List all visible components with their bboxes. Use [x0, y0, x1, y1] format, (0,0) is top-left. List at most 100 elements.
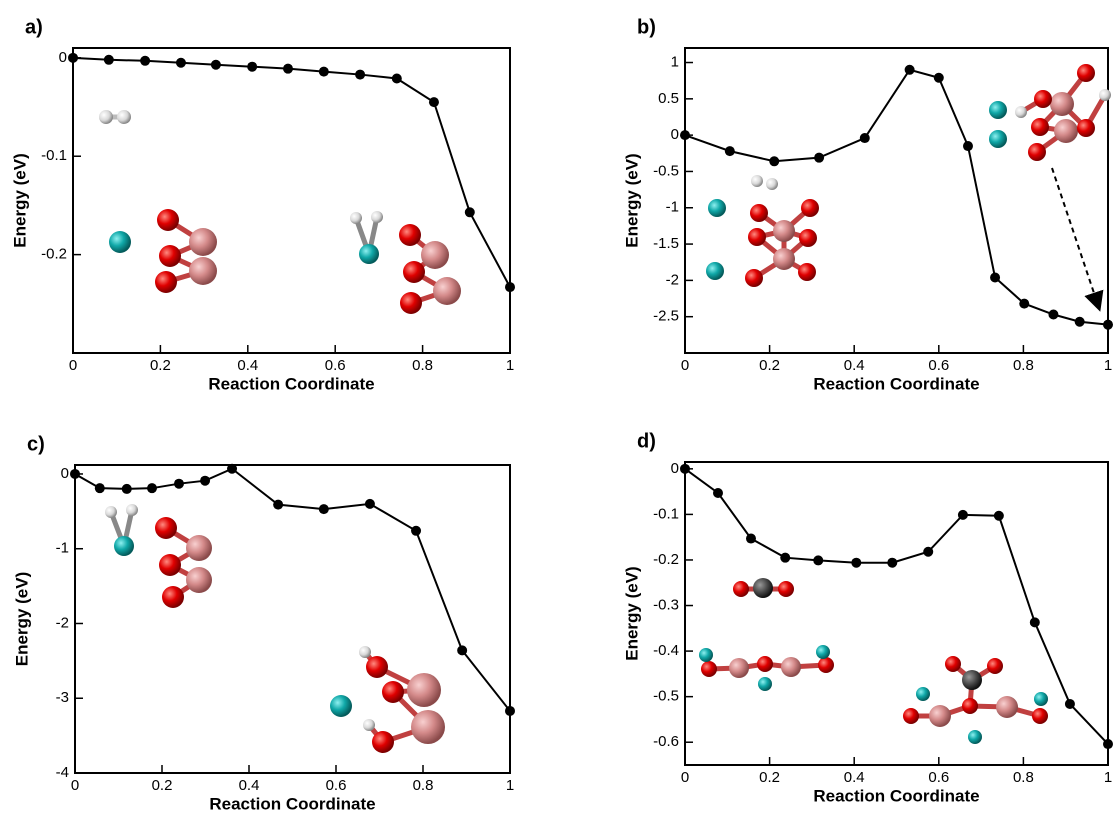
- panel-label: c): [27, 433, 45, 455]
- y-axis-label: Energy (eV): [12, 572, 31, 666]
- energy-point: [428, 97, 439, 108]
- x-tick-label: 0.8: [1013, 769, 1034, 786]
- x-axis-label: Reaction Coordinate: [813, 786, 979, 805]
- energy-point: [1048, 309, 1059, 320]
- energy-point: [990, 272, 1001, 283]
- energy-point: [993, 510, 1004, 521]
- y-tick-label: -0.1: [41, 147, 67, 164]
- y-tick-label: -1.5: [653, 235, 679, 252]
- energy-point: [814, 152, 825, 163]
- y-tick-label: -0.6: [653, 733, 679, 750]
- x-tick-label: 0.2: [759, 769, 780, 786]
- y-tick-label: -0.4: [653, 642, 679, 659]
- x-axis-label: Reaction Coordinate: [209, 794, 375, 813]
- x-tick-label: 0.2: [152, 777, 173, 794]
- x-tick-label: 1: [1104, 357, 1112, 374]
- x-tick-label: 0.8: [1013, 357, 1034, 374]
- x-tick-label: 0: [71, 777, 79, 794]
- energy-point: [457, 645, 468, 656]
- energy-point: [175, 57, 186, 68]
- x-tick-label: 0.4: [237, 357, 258, 374]
- energy-point: [121, 483, 132, 494]
- y-tick-label: -0.2: [653, 551, 679, 568]
- plot-frame: [684, 461, 1109, 766]
- y-tick-label: -1: [666, 199, 679, 216]
- energy-point: [769, 156, 780, 167]
- y-tick-label: -0.2: [41, 246, 67, 263]
- y-tick-label: -2: [666, 271, 679, 288]
- energy-point: [68, 52, 78, 63]
- panel-label: a): [25, 16, 43, 38]
- energy-point: [273, 499, 284, 510]
- y-tick-label: -0.3: [653, 596, 679, 613]
- energy-point: [1019, 298, 1030, 309]
- y-tick-label: -2: [56, 614, 69, 631]
- plots: 0 0.2 0.4 0.6 0.8 1 0 -0.1 -0.2 Reaction Coordina…: [10, 16, 1113, 813]
- energy-point: [364, 498, 375, 509]
- energy-point: [1074, 316, 1085, 327]
- energy-point: [923, 546, 934, 557]
- x-tick-label: 0: [681, 357, 689, 374]
- energy-point: [70, 468, 80, 479]
- plot-frame: [72, 47, 511, 354]
- energy-point: [227, 463, 238, 474]
- x-tick-label: 0.4: [844, 769, 865, 786]
- plot-frame: [684, 47, 1109, 354]
- energy-point: [851, 557, 862, 568]
- molecule-illustrations: [99, 64, 1111, 753]
- energy-point: [505, 282, 515, 293]
- y-tick-label: -0.1: [653, 505, 679, 522]
- x-tick-label: 0.6: [325, 357, 346, 374]
- energy-line: [74, 467, 511, 712]
- energy-point: [355, 69, 366, 80]
- plot-frame: [74, 464, 511, 774]
- energy-point: [318, 66, 329, 77]
- y-tick-label: -0.5: [653, 688, 679, 705]
- y-axis-label: Energy (eV): [10, 153, 29, 247]
- energy-point: [94, 483, 105, 494]
- x-tick-label: 0.2: [759, 357, 780, 374]
- energy-point: [813, 555, 824, 566]
- energy-point: [505, 705, 515, 716]
- y-tick-label: 0: [61, 465, 69, 482]
- energy-point: [745, 533, 756, 544]
- x-axis-label: Reaction Coordinate: [813, 374, 979, 393]
- x-tick-label: 0.2: [150, 357, 171, 374]
- x-tick-label: 1: [506, 777, 514, 794]
- x-tick-label: 0.8: [413, 777, 434, 794]
- energy-point: [859, 133, 870, 144]
- y-tick-label: -1: [56, 540, 69, 557]
- y-tick-label: -2.5: [653, 308, 679, 325]
- y-tick-label: -3: [56, 689, 69, 706]
- x-tick-label: 1: [506, 357, 514, 374]
- y-tick-label: -0.5: [653, 162, 679, 179]
- energy-point: [724, 146, 735, 157]
- energy-point: [210, 59, 221, 70]
- energy-point: [962, 141, 973, 152]
- energy-point: [887, 557, 898, 568]
- x-tick-label: 0.6: [928, 357, 949, 374]
- energy-point: [933, 72, 944, 83]
- energy-point: [780, 552, 791, 563]
- y-tick-label: 0: [671, 460, 679, 477]
- energy-point: [283, 63, 294, 74]
- y-axis-label: Energy (eV): [622, 566, 641, 660]
- energy-point: [411, 525, 422, 536]
- energy-point: [464, 207, 475, 218]
- x-tick-label: 0.4: [844, 357, 865, 374]
- x-tick-label: 0.6: [928, 769, 949, 786]
- panel-label: b): [637, 16, 656, 38]
- energy-point: [318, 504, 329, 515]
- x-axis-label: Reaction Coordinate: [208, 374, 374, 393]
- y-axis-label: Energy (eV): [622, 153, 641, 247]
- energy-point: [904, 64, 915, 75]
- energy-point: [173, 478, 184, 489]
- y-tick-label: 0.5: [658, 90, 679, 107]
- x-tick-label: 0.8: [412, 357, 433, 374]
- energy-point: [391, 73, 402, 84]
- x-tick-label: 0: [69, 357, 77, 374]
- energy-point: [1064, 698, 1075, 709]
- energy-point: [957, 509, 968, 520]
